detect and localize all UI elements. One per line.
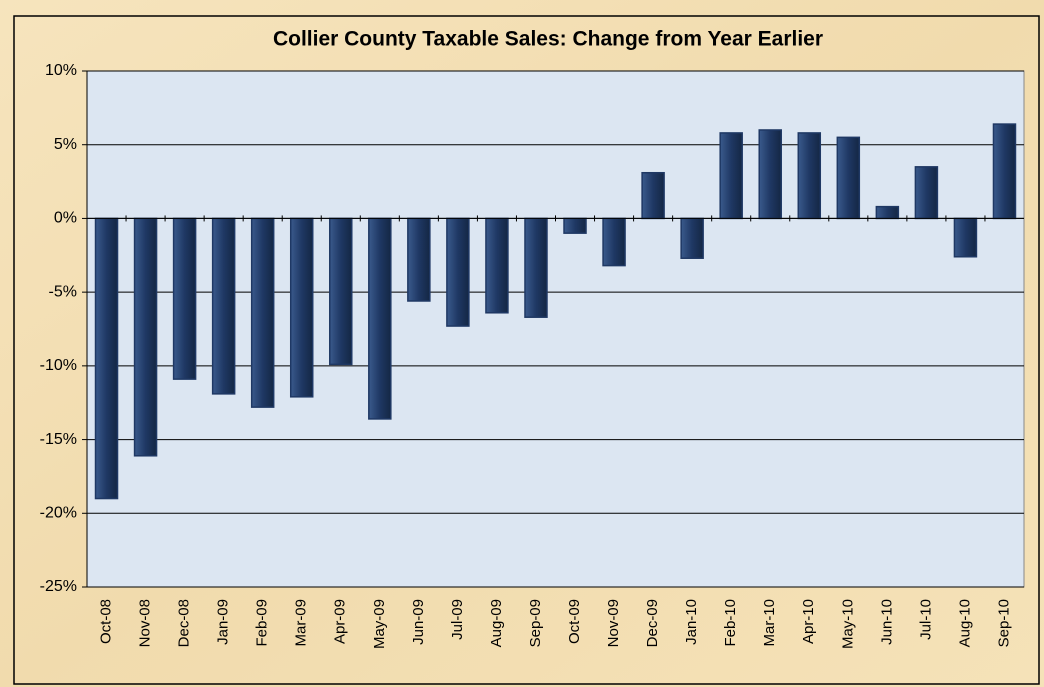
x-tick-label: Jul-09 xyxy=(449,599,466,640)
bar xyxy=(524,217,548,318)
x-tick-label: Feb-09 xyxy=(254,599,271,647)
bar xyxy=(133,217,158,457)
bar xyxy=(914,166,939,220)
chart-title: Collier County Taxable Sales: Change fro… xyxy=(273,28,823,51)
x-tick-label: Mar-09 xyxy=(293,599,310,647)
plot-area xyxy=(86,70,1025,588)
bar xyxy=(407,217,431,302)
x-tick-label: May-09 xyxy=(371,599,388,649)
x-tick-label: Nov-08 xyxy=(137,599,154,647)
y-tick-label: -20% xyxy=(40,505,77,522)
x-tick-label: Oct-09 xyxy=(566,599,583,644)
y-tick-label: -5% xyxy=(49,283,77,300)
bar xyxy=(172,217,197,380)
x-tick-label: Aug-10 xyxy=(956,599,973,647)
bar xyxy=(758,129,782,220)
x-tick-label: Jun-10 xyxy=(878,599,895,645)
bar xyxy=(992,123,1017,220)
bar xyxy=(250,217,275,408)
x-tick-label: May-10 xyxy=(839,599,856,649)
x-tick-label: Apr-09 xyxy=(332,599,349,644)
x-tick-label: Sep-09 xyxy=(527,599,544,647)
bar xyxy=(368,217,392,420)
y-tick-label: 10% xyxy=(45,62,77,79)
bar xyxy=(719,132,743,220)
x-tick-label: Nov-09 xyxy=(605,599,622,647)
chart-frame xyxy=(13,15,1040,685)
bar xyxy=(211,217,236,395)
bar xyxy=(289,217,314,398)
x-tick-label: Jun-09 xyxy=(410,599,427,645)
bar xyxy=(836,136,861,220)
bar xyxy=(680,217,704,259)
y-tick-label: -10% xyxy=(40,357,77,374)
bar xyxy=(94,217,119,500)
y-tick-label: -25% xyxy=(40,578,77,595)
x-tick-label: Jul-10 xyxy=(917,599,934,640)
bar xyxy=(641,171,665,220)
bar xyxy=(563,217,587,234)
x-tick-label: Dec-08 xyxy=(176,599,193,647)
x-tick-label: Jan-10 xyxy=(683,599,700,645)
y-tick-label: -15% xyxy=(40,431,77,448)
bar xyxy=(797,132,822,220)
bar xyxy=(485,217,509,314)
x-tick-label: Jan-09 xyxy=(215,599,232,645)
bar xyxy=(602,217,626,267)
x-tick-label: Oct-08 xyxy=(97,599,114,644)
bar xyxy=(446,217,470,327)
x-tick-label: Aug-09 xyxy=(488,599,505,647)
x-tick-label: Feb-10 xyxy=(722,599,739,647)
y-tick-label: 5% xyxy=(54,136,77,153)
bar xyxy=(329,217,353,366)
x-tick-label: Apr-10 xyxy=(800,599,817,644)
x-tick-label: Mar-10 xyxy=(761,599,778,647)
x-tick-label: Dec-09 xyxy=(644,599,661,647)
bar xyxy=(953,217,978,258)
y-tick-label: 0% xyxy=(54,210,77,227)
bar xyxy=(875,205,900,220)
x-tick-label: Sep-10 xyxy=(995,599,1012,647)
